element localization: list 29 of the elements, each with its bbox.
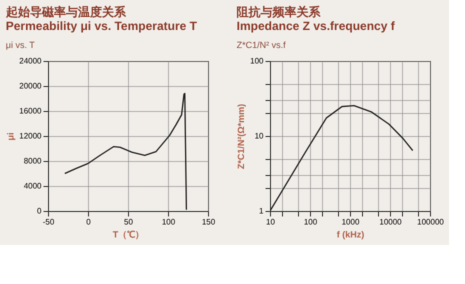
x-tick-label: 50: [124, 218, 134, 226]
y-tick-label: 4000: [24, 182, 42, 190]
y-tick-label: 0: [37, 206, 42, 216]
y-tick-label: 12000: [19, 132, 42, 140]
y-tick-label: 1: [259, 206, 264, 216]
chart-subtitle: μi vs. T: [6, 40, 36, 50]
y-axis-title: Z*C1/N²(Ω*mm): [236, 104, 246, 170]
x-axis-title: T（℃）: [112, 230, 144, 240]
chart-title: 起始导磁率与温度关系 Permeability μi vs. Temperature T: [4, 5, 198, 33]
y-tick-label: 20000: [19, 82, 42, 90]
x-axis-title: f (kHz): [336, 230, 364, 240]
x-tick-label: 100: [304, 218, 318, 226]
y-tick-label: 100: [250, 56, 264, 66]
x-tick-label: 10000: [379, 218, 402, 226]
line-series: [64, 92, 188, 210]
y-tick-label: 10: [254, 132, 264, 140]
chart-subtitle: Z*C1/N² vs.f: [236, 40, 286, 50]
x-tick-label: 1000: [342, 218, 360, 226]
x-tick-label: 100000: [417, 218, 444, 226]
x-tick-label: 10: [266, 218, 276, 226]
x-tick-label: 150: [202, 218, 216, 226]
x-tick-label: 0: [86, 218, 92, 226]
y-tick-label: 16000: [19, 106, 42, 116]
x-tick-label: -50: [42, 218, 55, 226]
x-tick-label: 100: [162, 218, 176, 226]
y-tick-label: 24000: [19, 56, 42, 66]
y-axis-title: μi: [5, 132, 16, 141]
y-tick-label: 8000: [24, 156, 42, 166]
chart-title: 阻抗与频率关系 Impedance Z vs.frequency f: [236, 5, 396, 33]
